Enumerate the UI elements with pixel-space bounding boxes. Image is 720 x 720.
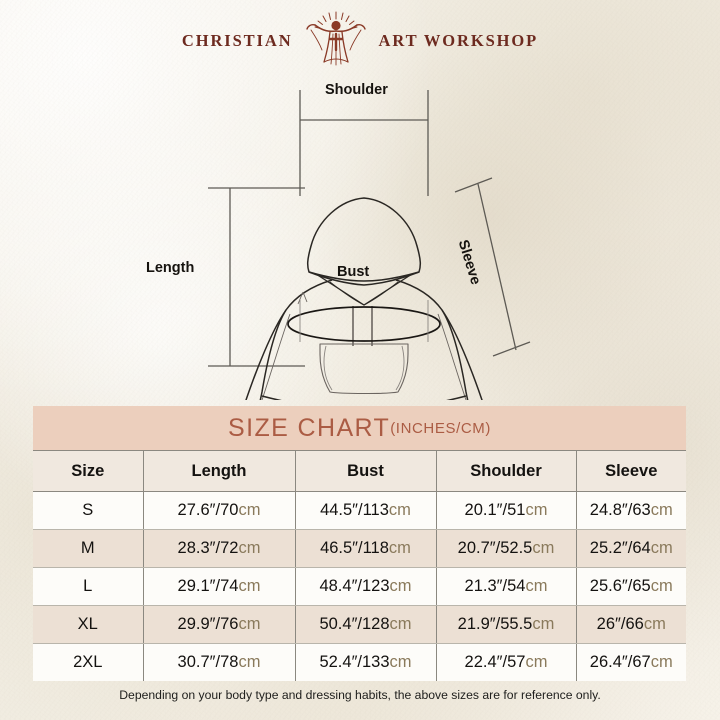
column-header-shoulder: Shoulder [436,451,577,492]
risen-christ-with-cross-emblem [299,10,373,68]
cell-shoulder: 21.9″/55.5cm [436,605,577,644]
cell-bust: 52.4″/133cm [295,643,437,681]
diagram-label-length: Length [146,260,195,276]
table-row: 2XL 30.7″/78cm 52.4″/133cm 22.4″/57cm 26… [33,643,686,681]
cell-shoulder: 22.4″/57cm [436,643,577,681]
brand-header: CHRISTIAN [0,10,720,72]
table-row: XL 29.9″/76cm 50.4″/128cm 21.9″/55.5cm 2… [33,605,686,644]
measurement-guides [208,90,531,367]
brand-name-left: CHRISTIAN [181,31,293,50]
cell-bust: 44.5″/113cm [295,491,437,530]
cell-sleeve: 26″/66cm [576,605,686,644]
disclaimer-note: Depending on your body type and dressing… [119,688,601,702]
cell-bust: 48.4″/123cm [295,567,437,606]
size-chart-title: SIZE CHART (INCHES/CM) [33,406,686,451]
brand-name-right: ART WORKSHOP [378,31,539,50]
column-header-bust: Bust [295,451,437,492]
size-chart-title-main: SIZE CHART [228,413,391,442]
table-row: S 27.6″/70cm 44.5″/113cm 20.1″/51cm 24.8… [33,491,686,530]
diagram-label-shoulder: Shoulder [325,82,388,98]
cell-sleeve: 24.8″/63cm [576,491,686,530]
cell-length: 29.1″/74cm [143,567,296,606]
cell-shoulder: 21.3″/54cm [436,567,577,606]
size-chart: SIZE CHART (INCHES/CM) Size Length Bust … [33,406,686,681]
cell-length: 27.6″/70cm [143,491,296,530]
column-header-size: Size [33,451,144,492]
cell-sleeve: 26.4″/67cm [576,643,686,681]
cell-length: 30.7″/78cm [143,643,296,681]
cell-length: 28.3″/72cm [143,529,296,568]
size-chart-table: Size Length Bust Shoulder Sleeve S 27.6″… [33,451,686,681]
cell-length: 29.9″/76cm [143,605,296,644]
hoodie-outline [231,197,497,459]
column-header-sleeve: Sleeve [576,451,686,492]
cell-size: L [33,567,144,606]
hoodie-measurement-diagram: Shoulder Length Bust Sleeve [0,74,720,459]
cell-size: M [33,529,144,568]
cell-shoulder: 20.7″/52.5cm [436,529,577,568]
cell-sleeve: 25.6″/65cm [576,567,686,606]
table-row: L 29.1″/74cm 48.4″/123cm 21.3″/54cm 25.6… [33,567,686,606]
size-chart-title-units: (INCHES/CM) [390,419,491,437]
cell-size: S [33,491,144,530]
table-header-row: Size Length Bust Shoulder Sleeve [33,451,686,492]
cell-shoulder: 20.1″/51cm [436,491,577,530]
column-header-length: Length [143,451,296,492]
cell-size: XL [33,605,144,644]
cell-size: 2XL [33,643,144,681]
diagram-label-bust: Bust [337,264,370,280]
cell-bust: 50.4″/128cm [295,605,437,644]
cell-sleeve: 25.2″/64cm [576,529,686,568]
cell-bust: 46.5″/118cm [295,529,437,568]
table-row: M 28.3″/72cm 46.5″/118cm 20.7″/52.5cm 25… [33,529,686,568]
